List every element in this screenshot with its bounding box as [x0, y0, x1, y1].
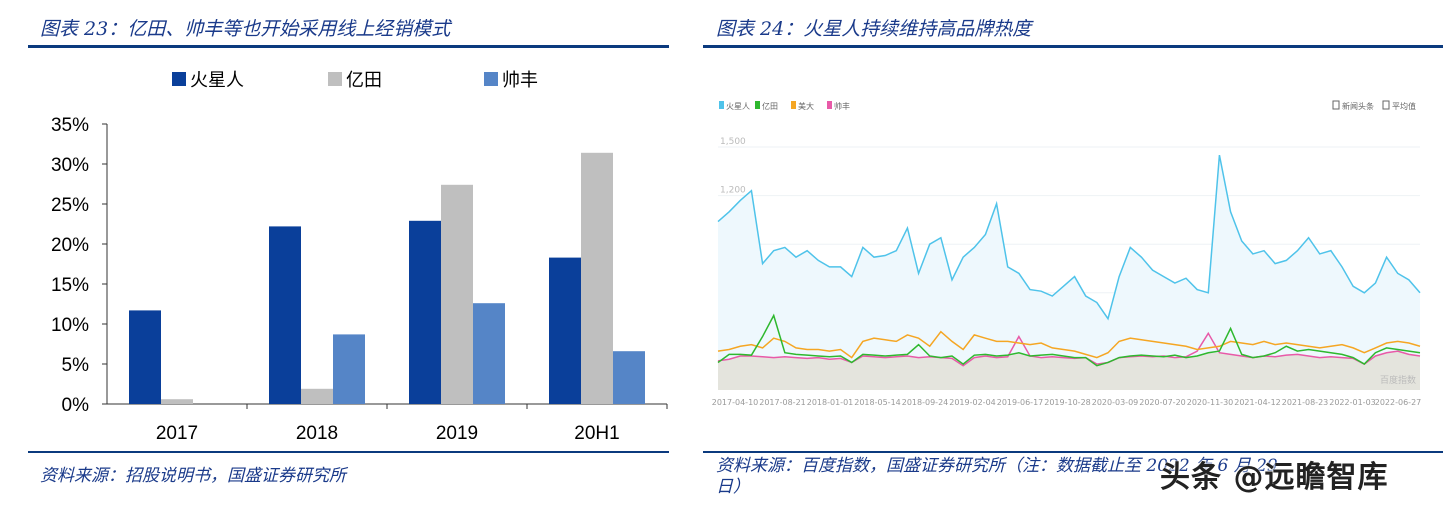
- y-tick-label: 35%: [51, 115, 89, 136]
- right-chart-title: 图表 24：火星人持续维持高品牌热度: [716, 18, 1032, 40]
- legend-swatch: [719, 101, 724, 109]
- y-tick-label: 20%: [51, 235, 89, 256]
- bar-帅丰: [333, 334, 365, 404]
- bar-帅丰: [613, 351, 645, 404]
- bar-亿田: [441, 184, 473, 404]
- x-tick-label: 2021-04-12: [1234, 398, 1281, 407]
- watermark: 头条 @远瞻智库: [1160, 460, 1389, 495]
- legend-swatch: [827, 101, 832, 109]
- x-tick-label: 2019-06-17: [997, 398, 1044, 407]
- right-line-chart: 3006009001,2001,500百度指数2017-04-102017-08…: [712, 100, 1422, 407]
- left-source: 资料来源：招股说明书，国盛证券研究所: [40, 466, 346, 486]
- legend-swatch: [755, 101, 760, 109]
- x-tick-label: 2020-11-30: [1187, 398, 1234, 407]
- bar-亿田: [581, 152, 613, 404]
- legend-swatch: [791, 101, 796, 109]
- x-tick-label: 2018-01-01: [807, 398, 854, 407]
- area-火星人: [718, 155, 1420, 390]
- bar-火星人: [129, 310, 161, 404]
- x-tick-label: 2022-01-03: [1329, 398, 1376, 407]
- left-title-rule: [28, 45, 669, 48]
- line-火星人: [717, 154, 1421, 321]
- x-tick-label: 2018-05-14: [854, 398, 901, 407]
- x-tick-label: 2018-09-24: [902, 398, 949, 407]
- x-tick-label: 2019-02-04: [949, 398, 996, 407]
- y-tick-label: 5%: [62, 355, 90, 376]
- right-title-rule: [703, 45, 1443, 48]
- legend-label: 帅丰: [502, 70, 538, 91]
- y-tick-label: 25%: [51, 195, 89, 216]
- x-tick-label: 2019: [436, 423, 478, 444]
- y-tick-label: 1,200: [720, 186, 746, 196]
- x-tick-label: 2022-06-27: [1375, 398, 1422, 407]
- checkbox-平均值[interactable]: [1382, 100, 1390, 110]
- legend-label: 火星人: [190, 70, 244, 91]
- y-tick-label: 30%: [51, 155, 89, 176]
- legend-label: 亿田: [346, 70, 382, 91]
- bar-亿田: [161, 399, 193, 404]
- x-tick-label: 2020-03-09: [1092, 398, 1139, 407]
- line-帅丰: [717, 331, 1421, 367]
- x-tick-label: 2018: [296, 423, 338, 444]
- legend-swatch: [328, 72, 342, 86]
- x-tick-label: 2017-04-10: [712, 398, 759, 407]
- right-source-line2: 日）: [716, 477, 750, 497]
- x-tick-label: 2017: [156, 423, 198, 444]
- left-bar-chart: 0% 5% 10% 15% 20% 25% 30% 35% 2017 2018 2019 20H1 火星…: [51, 70, 668, 444]
- bar-火星人: [269, 226, 301, 404]
- right-source-rule: [703, 451, 1443, 453]
- legend-swatch: [484, 72, 498, 86]
- legend-label: 亿田: [762, 101, 778, 111]
- bar-帅丰: [473, 303, 505, 404]
- legend-swatch: [172, 72, 186, 86]
- x-tick-label: 2017-08-21: [759, 398, 806, 407]
- y-tick-label: 1,500: [720, 137, 746, 147]
- x-tick-label: 2019-10-28: [1044, 398, 1091, 407]
- checkbox-label: 新闻头条: [1342, 101, 1374, 111]
- line-美大: [717, 330, 1421, 359]
- y-tick-label: 10%: [51, 315, 89, 336]
- bar-亿田: [301, 388, 333, 404]
- checkbox-label: 平均值: [1392, 101, 1416, 111]
- baidu-index-logo: 百度指数: [1380, 374, 1416, 386]
- left-source-rule: [28, 451, 669, 453]
- legend-label: 火星人: [726, 102, 750, 111]
- checkbox-新闻头条[interactable]: [1332, 100, 1340, 110]
- line-亿田: [717, 313, 1421, 367]
- y-tick-label: 15%: [51, 275, 89, 296]
- area-baseline: [718, 351, 1420, 390]
- legend-label: 帅丰: [834, 101, 850, 111]
- legend-label: 美大: [798, 101, 814, 111]
- x-tick-label: 20H1: [574, 423, 619, 444]
- bar-火星人: [409, 220, 441, 404]
- left-chart-title: 图表 23：亿田、帅丰等也开始采用线上经销模式: [40, 18, 451, 40]
- bar-火星人: [549, 257, 581, 404]
- x-tick-label: 2020-07-20: [1139, 398, 1186, 407]
- y-tick-label: 0%: [62, 395, 90, 416]
- right-source-line1: 资料来源：百度指数，国盛证券研究所（注：数据截止至 2022 年 6 月 29: [716, 456, 1278, 476]
- x-tick-label: 2021-08-23: [1282, 398, 1329, 407]
